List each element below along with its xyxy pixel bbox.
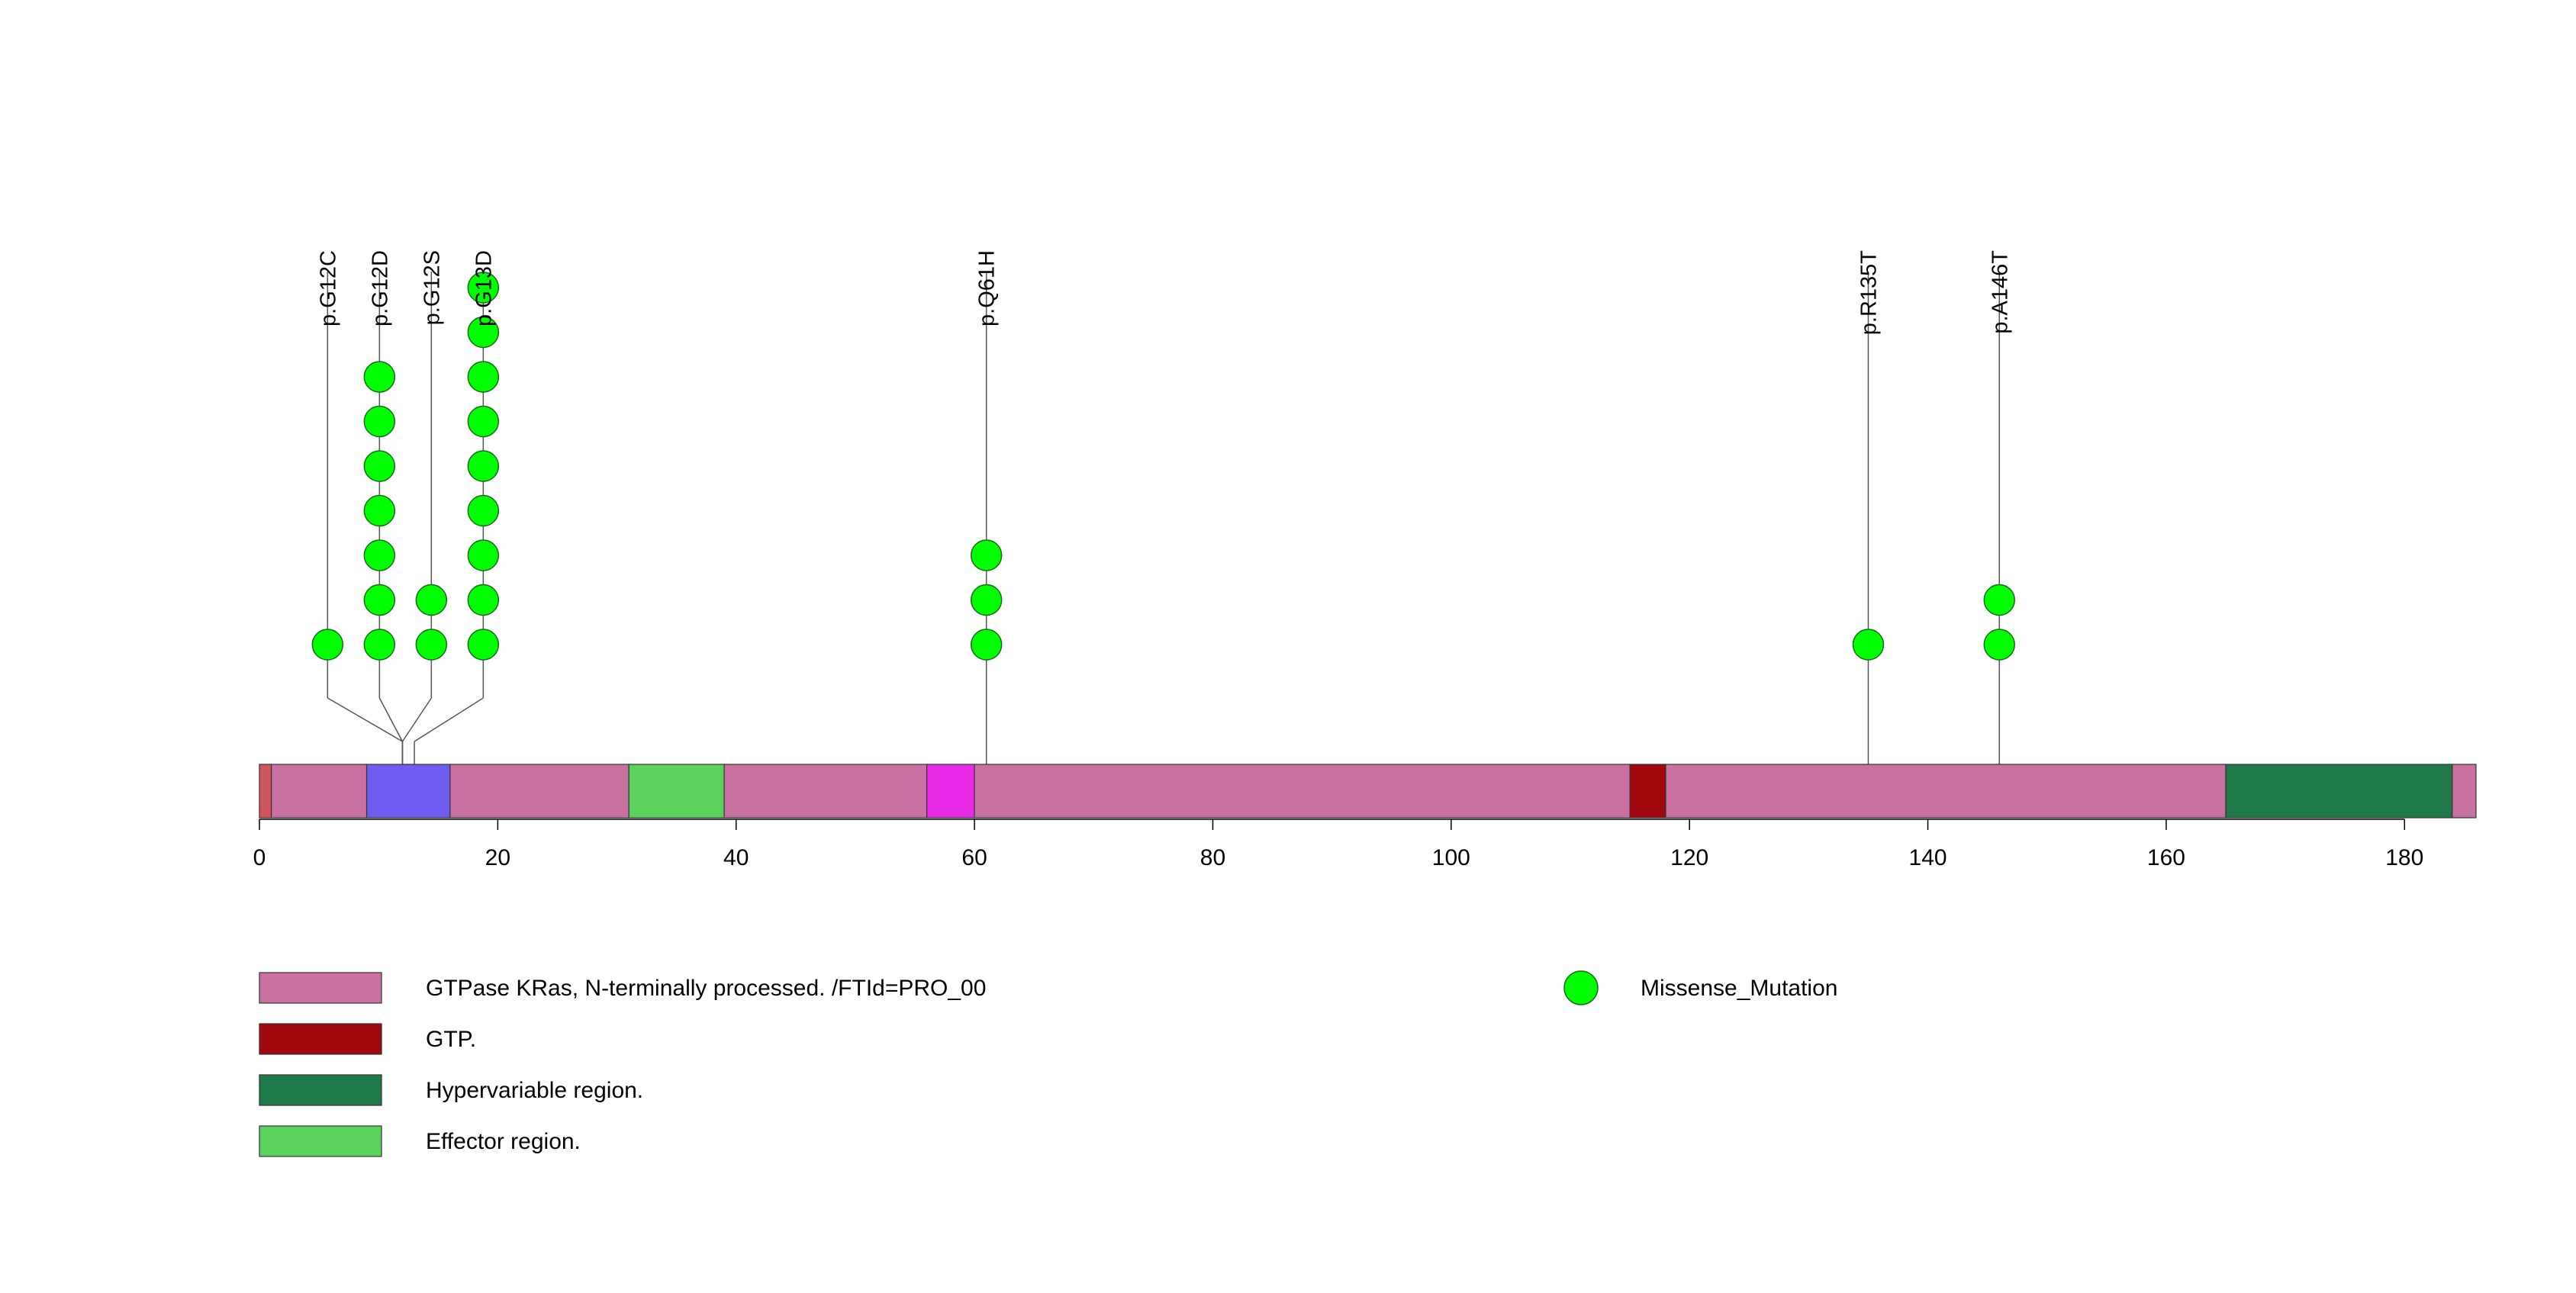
x-tick-label: 40: [723, 845, 749, 870]
legend-swatch: [259, 1074, 382, 1106]
mutation-point: [1983, 629, 2016, 661]
domain-segment: [259, 764, 272, 819]
mutation-point: [970, 539, 1003, 571]
mutation-point: [467, 494, 500, 527]
mutation-point: [1983, 584, 2016, 616]
mutation-label: p.A146T: [1988, 250, 2012, 334]
x-tick-label: 80: [1200, 845, 1225, 870]
mutation-point: [363, 539, 396, 571]
domain-segment: [628, 764, 725, 819]
mutation-label: p.R135T: [1856, 250, 1881, 336]
mutation-point: [467, 584, 500, 616]
mutation-point: [467, 361, 500, 393]
legend-swatch: [259, 972, 382, 1004]
mutation-point: [415, 629, 448, 661]
mutation-connector: [378, 697, 404, 742]
x-tick-label: 160: [2147, 845, 2185, 870]
mutation-connector: [401, 697, 432, 742]
mutation-connector: [414, 697, 484, 742]
domain-segment: [365, 764, 451, 819]
mutation-labels: p.G12C p.G12D p.G12S p.G13D p.Q61H p.R135T p.A…: [316, 250, 2012, 336]
domain-segment: [2225, 764, 2453, 819]
stems-layer: [327, 272, 2001, 818]
x-tick-label: 140: [1909, 845, 1947, 870]
mutation-point: [467, 272, 500, 304]
mutation-point: [970, 584, 1003, 616]
protein-bar: [259, 764, 2477, 819]
mutation-point: [363, 629, 396, 661]
domain-segment: [271, 764, 368, 819]
mutation-point: [467, 539, 500, 571]
mutation-point: [363, 450, 396, 482]
mutation-point: [363, 494, 396, 527]
domain-segment: [926, 764, 975, 819]
domain-segment: [723, 764, 928, 819]
legend: GTPase KRas, N-terminally processed. /FT…: [259, 970, 1837, 1157]
mutation-point: [467, 405, 500, 438]
mutation-point: [311, 629, 344, 661]
domain-segment: [1629, 764, 1666, 819]
mutation-label: p.G12C: [316, 250, 340, 326]
x-tick-label: 180: [2385, 845, 2423, 870]
legend-label: GTPase KRas, N-terminally processed. /FT…: [426, 976, 986, 1001]
mutation-point: [363, 584, 396, 616]
mutation-point: [363, 361, 396, 393]
legend-label: Missense_Mutation: [1641, 976, 1837, 1001]
legend-swatch: [259, 1023, 382, 1055]
points-layer: [311, 272, 2016, 661]
legend-label: Hypervariable region.: [426, 1078, 643, 1103]
legend-label: GTP.: [426, 1027, 476, 1052]
mutation-point: [363, 405, 396, 438]
mutation-point: [1852, 629, 1885, 661]
mutation-connector: [327, 697, 403, 742]
mutation-point: [467, 629, 500, 661]
domain-segment: [2452, 764, 2477, 819]
mutation-label: p.G12S: [420, 250, 444, 325]
mutation-point: [415, 584, 448, 616]
legend-marker: [1563, 970, 1599, 1005]
x-axis: 0 20 40 60 80 100 120 140 160 180: [253, 819, 2423, 870]
domain-segment: [1665, 764, 2227, 819]
x-tick-label: 60: [961, 845, 987, 870]
x-tick-label: 100: [1432, 845, 1470, 870]
x-tick-label: 20: [485, 845, 510, 870]
mutation-point: [467, 316, 500, 349]
mutation-label: p.G13D: [472, 250, 496, 326]
mutation-point: [970, 629, 1003, 661]
legend-swatch: [259, 1125, 382, 1157]
mutation-label: p.G12D: [368, 250, 392, 326]
mutation-point: [467, 450, 500, 482]
legend-label: Effector region.: [426, 1129, 581, 1154]
domain-segment: [974, 764, 1631, 819]
mutation-label: p.Q61H: [975, 250, 1000, 326]
x-tick-label: 120: [1670, 845, 1708, 870]
x-tick-label: 0: [253, 845, 266, 870]
domain-segment: [449, 764, 630, 819]
